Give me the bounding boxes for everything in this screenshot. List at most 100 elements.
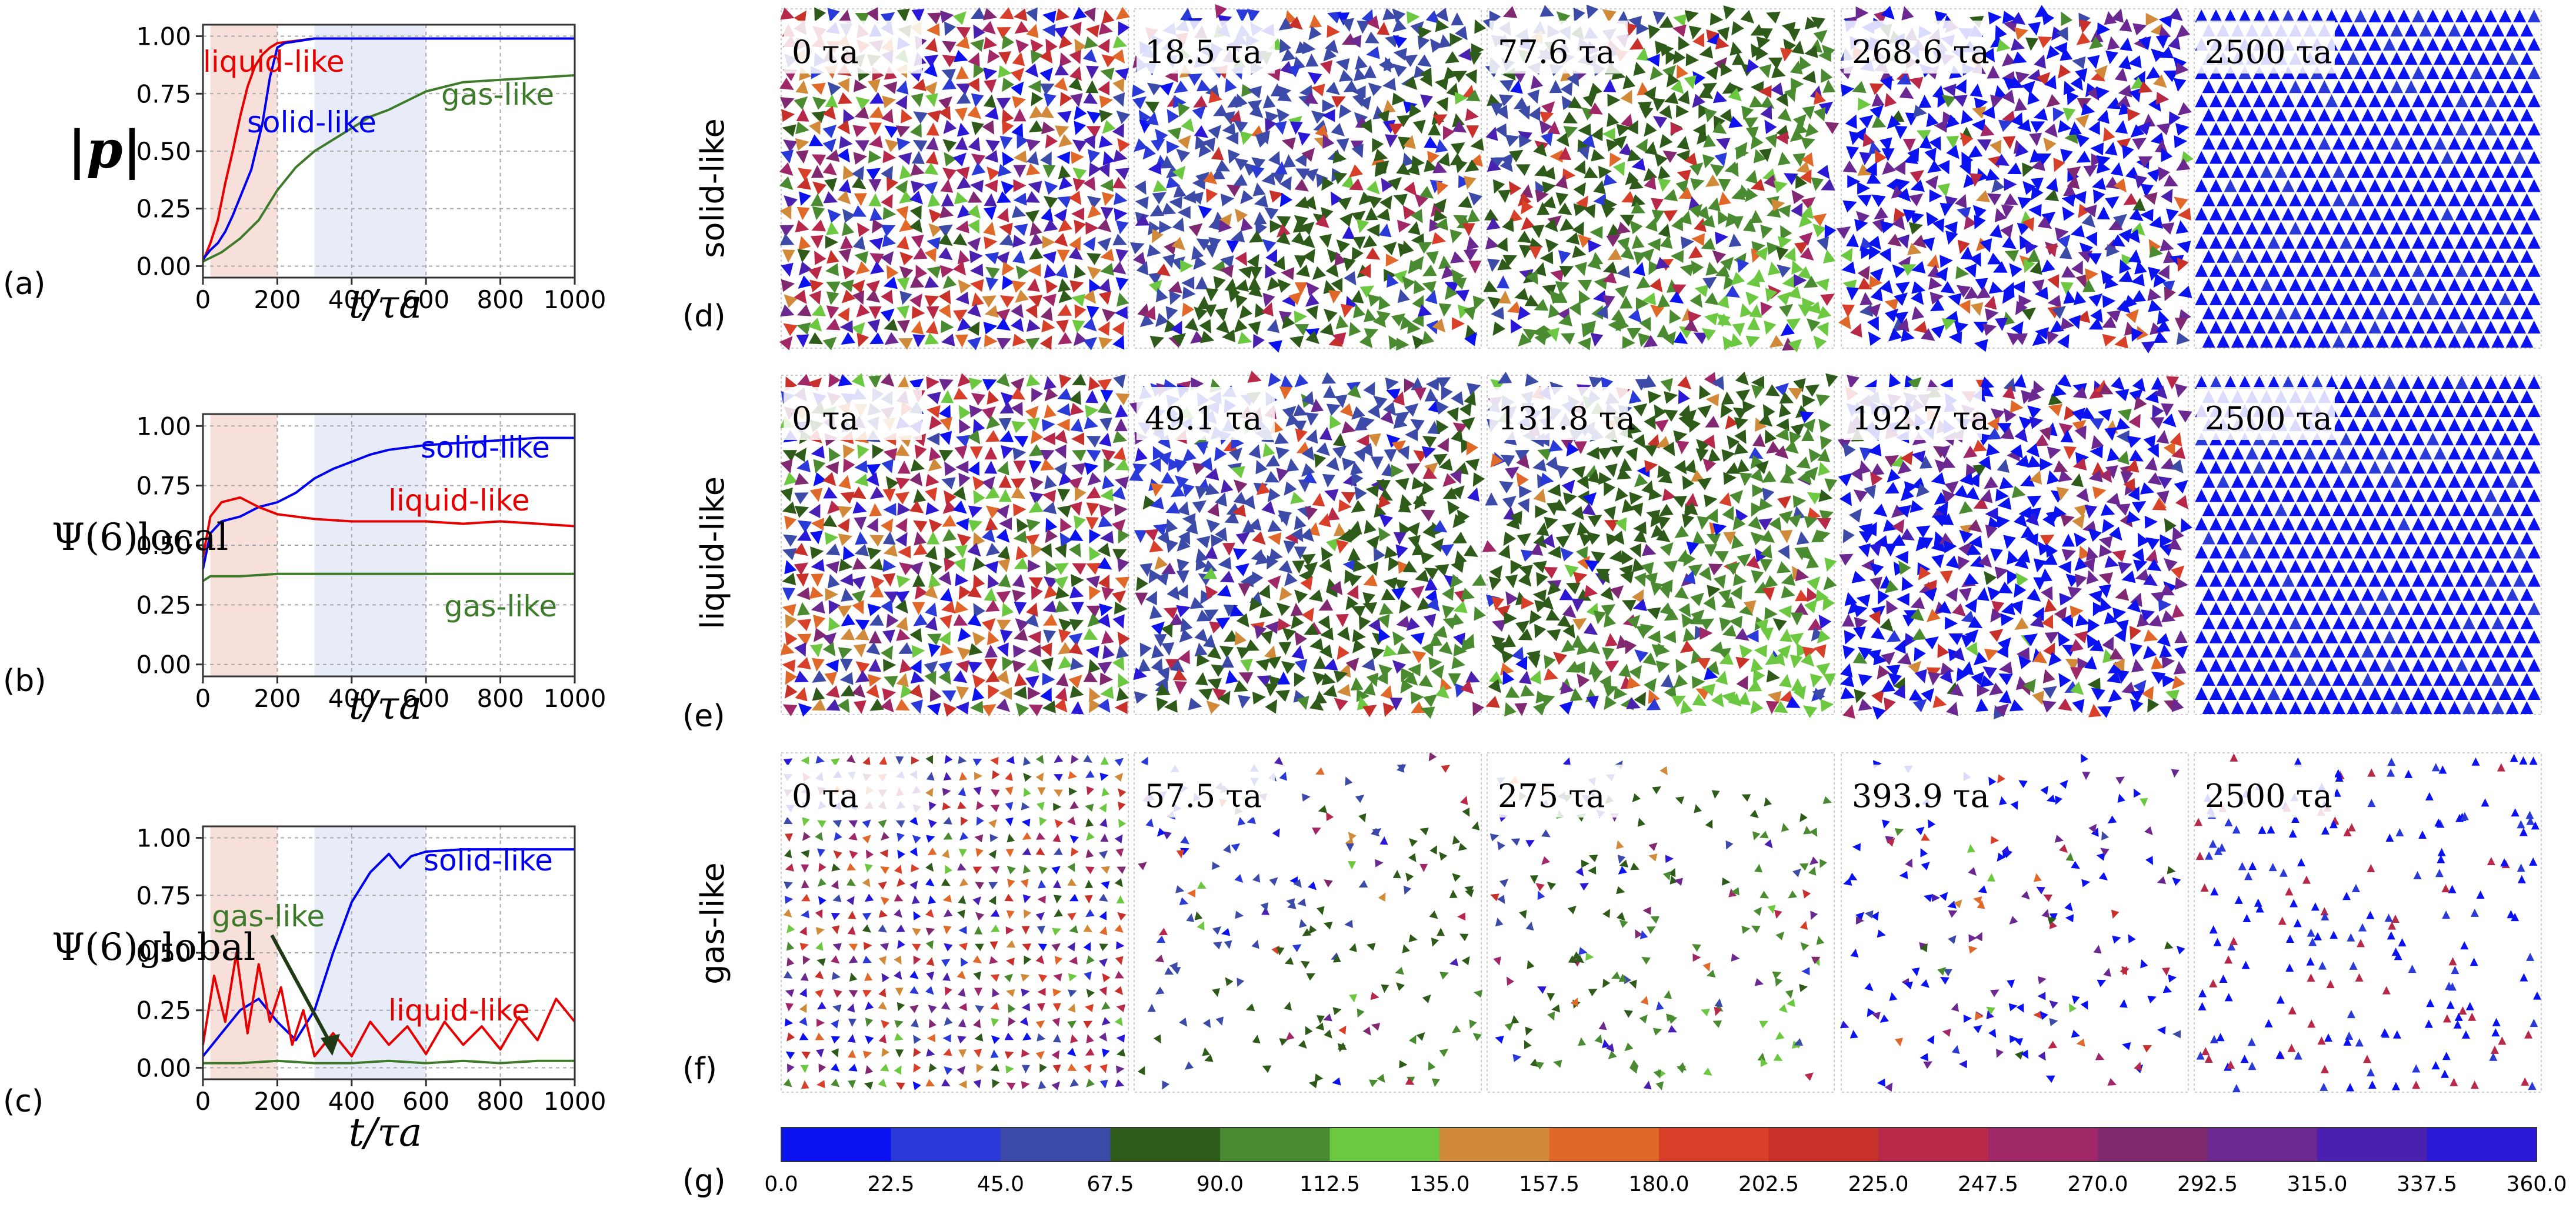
particle: [1322, 109, 1335, 122]
particle: [2127, 229, 2140, 243]
particle: [1842, 160, 1858, 173]
particle: [2347, 24, 2360, 37]
particle: [1780, 225, 1792, 240]
particle: [851, 279, 865, 294]
particle: [1196, 79, 1211, 92]
particle: [2129, 208, 2144, 222]
particle: [1396, 162, 1411, 175]
particle: [1901, 264, 1917, 276]
annotation-solid-like: solid-like: [421, 431, 550, 465]
particle: [1813, 29, 1828, 44]
particle: [1591, 149, 1605, 162]
particle: [1672, 24, 1687, 38]
particle: [1954, 321, 1969, 334]
particle: [2289, 334, 2302, 348]
particle: [1627, 119, 1638, 135]
particle: [881, 109, 894, 124]
particle: [983, 94, 997, 108]
particle: [1498, 290, 1511, 304]
particle: [1261, 302, 1274, 317]
particle: [2224, 292, 2237, 305]
particle: [2296, 207, 2310, 221]
particle: [1907, 242, 1922, 255]
particle: [1629, 177, 1644, 189]
particle: [987, 49, 1000, 64]
particle: [2252, 263, 2266, 277]
particle: [1528, 106, 1541, 121]
particle: [2404, 52, 2418, 65]
particle: [781, 279, 795, 292]
particle: [1343, 80, 1358, 92]
particle: [2340, 320, 2353, 333]
particle: [1422, 264, 1437, 276]
particle: [1658, 223, 1671, 238]
particle: [2238, 179, 2252, 192]
particle: [814, 251, 827, 265]
particle: [1343, 257, 1356, 272]
particle: [955, 66, 969, 79]
particle: [2289, 306, 2302, 319]
particle: [1768, 261, 1781, 276]
particle: [958, 279, 971, 294]
particle: [1987, 65, 2000, 79]
particle: [1098, 135, 1113, 148]
particle: [1306, 282, 1319, 296]
particle: [1880, 221, 1895, 233]
particle: [2340, 9, 2353, 23]
particle: [782, 124, 797, 137]
particle: [2047, 295, 2062, 308]
row-label-liquid-like: liquid-like: [694, 476, 731, 629]
particle: [2131, 327, 2144, 342]
particle: [1602, 295, 1615, 309]
particle: [1058, 165, 1071, 179]
particle: [1997, 39, 2011, 52]
particle: [2361, 80, 2374, 94]
particle: [2224, 9, 2237, 23]
particle: [1869, 83, 1884, 95]
particle: [895, 125, 911, 138]
particle: [2231, 165, 2244, 178]
particle: [826, 221, 839, 235]
particles: [1130, 4, 1487, 353]
particle: [2238, 151, 2252, 164]
particle: [1132, 252, 1147, 266]
particle: [2090, 29, 2104, 42]
particle: [1348, 322, 1361, 336]
particle: [822, 138, 837, 152]
particle: [1534, 331, 1548, 346]
particle: [1404, 76, 1418, 90]
particle: [2148, 299, 2162, 312]
particle: [1115, 220, 1129, 235]
series-gas-like: [203, 1059, 575, 1065]
particle: [814, 7, 827, 22]
particle: [868, 179, 882, 192]
particle: [784, 294, 798, 308]
particle: [1975, 190, 1991, 203]
particle: [1176, 148, 1190, 162]
particle: [1215, 159, 1231, 172]
particle: [1312, 266, 1327, 280]
particle: [837, 120, 850, 135]
particle: [2354, 94, 2367, 108]
particle: [1359, 334, 1373, 349]
particle: [938, 224, 953, 237]
particle: [1044, 181, 1058, 195]
particle: [1054, 26, 1069, 39]
particle: [1607, 94, 1621, 107]
particle: [1893, 208, 1906, 222]
particle: [1135, 196, 1149, 209]
particle: [971, 93, 984, 108]
particle: [1013, 192, 1027, 206]
particle: [2340, 94, 2353, 108]
particle: [1842, 200, 1857, 213]
particle: [2303, 108, 2317, 122]
particle: [1464, 332, 1477, 346]
particle: [1398, 243, 1411, 258]
particle: [1879, 279, 1893, 294]
particle: [1895, 282, 1910, 295]
particle: [1377, 22, 1390, 35]
line-panel-1: 0 200 400 600 800 10000.000.250.500.751.00sol…: [3, 412, 606, 728]
particle: [866, 7, 878, 22]
